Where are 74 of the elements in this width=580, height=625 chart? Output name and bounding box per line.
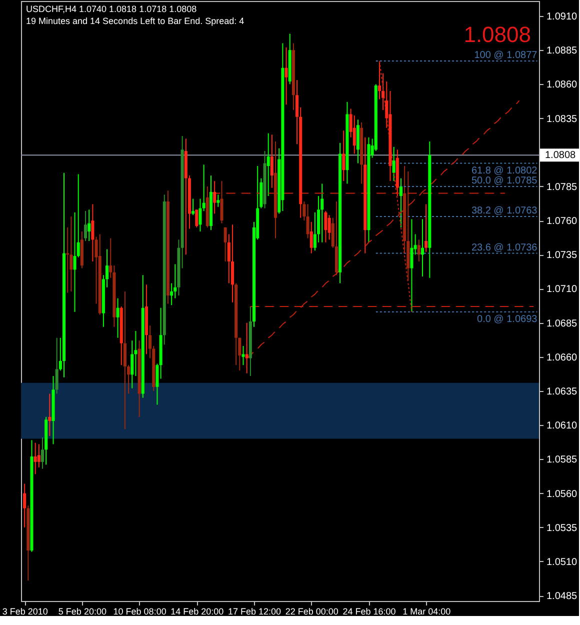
annotation: 1.0808 bbox=[464, 22, 531, 47]
text: 19 Minutes and 14 Seconds Left to Bar End. Spread: 4 bbox=[26, 16, 244, 26]
candlestick bbox=[48, 393, 52, 436]
candlestick bbox=[55, 337, 58, 394]
candlestick bbox=[424, 204, 428, 252]
series-label: 0.0 @ 1.0693 bbox=[477, 314, 538, 325]
candlestick bbox=[328, 214, 331, 240]
y-tick-label: 1.0485 bbox=[546, 591, 578, 602]
candlestick bbox=[41, 436, 44, 470]
y-tick-label: 1.0860 bbox=[546, 80, 578, 91]
y-tick-label: 1.0785 bbox=[546, 182, 578, 193]
candlestick bbox=[213, 180, 216, 214]
candlestick bbox=[192, 198, 195, 216]
y-tick-label: 1.0735 bbox=[546, 250, 578, 262]
candlestick bbox=[88, 209, 91, 242]
x-tick-label: 1 Mar 04:00 bbox=[402, 606, 451, 616]
candlestick bbox=[23, 483, 26, 528]
y-tick-label: 1.0760 bbox=[546, 216, 578, 228]
y-tick-label: 1.0910 bbox=[546, 12, 578, 22]
chart-title: USDCHF,H4 1.0740 1.0818 1.0718 1.0808 bbox=[26, 4, 197, 14]
y-tick-label: 1.0835 bbox=[546, 114, 578, 125]
candlestick bbox=[116, 298, 120, 338]
y-tick-label: 1.0710 bbox=[546, 284, 578, 296]
y-tick-label: 1.0635 bbox=[546, 386, 578, 398]
x-tick-label: 24 Feb 16:00 bbox=[342, 606, 396, 616]
y-tick-label: 1.0610 bbox=[546, 420, 578, 432]
x-tick-label: 14 Feb 20:00 bbox=[170, 606, 224, 616]
y-tick-label: 1.0510 bbox=[546, 556, 578, 568]
candlestick bbox=[156, 363, 159, 406]
x-tick-label: 5 Feb 20:00 bbox=[58, 606, 106, 616]
candlestick bbox=[224, 226, 227, 262]
candlestick bbox=[195, 209, 198, 228]
series-label: 38.2 @ 1.0763 bbox=[471, 205, 538, 216]
candlestick bbox=[123, 290, 126, 430]
series-label: 23.6 @ 1.0736 bbox=[471, 242, 538, 254]
candlestick bbox=[306, 204, 310, 239]
candlestick bbox=[320, 183, 324, 243]
x-tick-label: 22 Feb 00:00 bbox=[285, 606, 338, 616]
series-label: 100 @ 1.0877 bbox=[474, 50, 538, 61]
y-tick-label: 1.0660 bbox=[546, 352, 578, 364]
candlestick bbox=[266, 132, 270, 196]
candlestick bbox=[342, 130, 346, 182]
candlestick bbox=[392, 146, 396, 182]
candlestick bbox=[84, 210, 88, 242]
candlestick bbox=[399, 178, 402, 228]
y-tick-label: 1.0560 bbox=[546, 488, 578, 500]
candlestick bbox=[220, 180, 224, 224]
candlestick bbox=[216, 194, 220, 208]
ref-line-label: 1.0808 bbox=[545, 150, 576, 162]
y-tick-label: 1.0585 bbox=[546, 454, 578, 466]
candlestick bbox=[245, 322, 248, 374]
candlestick bbox=[230, 224, 234, 303]
candlestick bbox=[410, 218, 414, 312]
candlestick bbox=[420, 218, 424, 277]
x-tick-label: 17 Feb 12:00 bbox=[228, 606, 282, 616]
candlestick bbox=[91, 204, 94, 262]
x-tick-label: 3 Feb 2010 bbox=[2, 606, 48, 616]
candlestick bbox=[270, 134, 274, 188]
candlestick bbox=[242, 346, 245, 366]
y-tick-label: 1.0885 bbox=[546, 46, 578, 57]
candlestick bbox=[70, 216, 73, 292]
series-label: 61.8 @ 1.0802 bbox=[471, 165, 538, 176]
candlestick bbox=[310, 221, 313, 254]
y-tick-label: 1.0535 bbox=[546, 522, 578, 534]
candlestick bbox=[284, 46, 288, 106]
x-tick-label: 10 Feb 08:00 bbox=[113, 606, 166, 616]
candlestick bbox=[302, 200, 306, 222]
candlestick bbox=[198, 198, 202, 232]
candlestick bbox=[417, 239, 420, 262]
series-label: 50.0 @ 1.0785 bbox=[471, 175, 538, 186]
y-tick-label: 1.0685 bbox=[546, 318, 578, 330]
candlestick bbox=[34, 442, 37, 475]
candlestick bbox=[324, 210, 328, 243]
candlestick bbox=[202, 164, 206, 212]
